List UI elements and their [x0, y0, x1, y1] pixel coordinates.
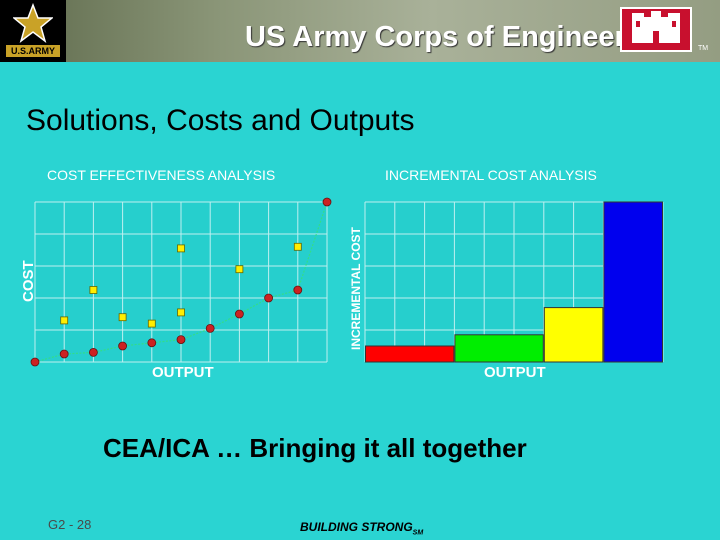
cea-point-inefficient	[177, 244, 185, 253]
cea-grid	[34, 201, 328, 363]
ica-bar	[454, 334, 544, 363]
cea-point-inefficient	[235, 265, 244, 274]
castle-icon	[632, 11, 680, 43]
cea-point-efficient	[205, 323, 215, 333]
cea-point-inefficient	[60, 316, 69, 325]
tagline: CEA/ICA … Bringing it all together	[103, 433, 527, 463]
cea-x-axis-label: OUTPUT	[152, 364, 214, 381]
cea-point-inefficient	[177, 308, 185, 317]
building-strong-footer: BUILDING STRONGSM	[300, 520, 423, 536]
army-logo: U.S.ARMY	[0, 0, 66, 62]
cea-chart-title: COST EFFECTIVENESS ANALYSIS	[47, 167, 276, 183]
ica-chart: INCREMENTAL COST OUTPUT	[349, 201, 664, 381]
slide-number: G2 - 28	[48, 517, 92, 532]
ica-bar	[603, 201, 664, 363]
ica-bar	[365, 345, 455, 363]
cea-point-efficient	[234, 309, 244, 319]
ica-marks	[365, 201, 664, 363]
cea-point-inefficient	[147, 319, 156, 328]
castle-logo	[620, 7, 692, 52]
cea-y-axis-label: COST	[20, 260, 37, 302]
cea-point-efficient	[30, 357, 40, 367]
cea-marks	[30, 197, 332, 367]
cea-point-efficient	[147, 338, 157, 348]
cea-point-efficient	[264, 293, 274, 303]
building-strong-text: BUILDING STRONG	[300, 520, 413, 534]
sm-mark: SM	[412, 529, 424, 537]
ica-chart-title: INCREMENTAL COST ANALYSIS	[385, 167, 597, 183]
cea-point-inefficient	[293, 242, 302, 251]
cea-chart: COST OUTPUT	[20, 197, 332, 381]
cea-point-efficient	[322, 197, 332, 207]
army-badge-text: U.S.ARMY	[6, 45, 60, 57]
ica-bar	[543, 307, 604, 363]
ica-y-axis-label: INCREMENTAL COST	[349, 226, 363, 350]
cea-point-efficient	[293, 285, 303, 295]
cea-point-inefficient	[89, 286, 98, 294]
star-icon	[13, 3, 53, 43]
cea-point-inefficient	[118, 313, 127, 322]
cea-point-efficient	[59, 349, 69, 359]
cea-point-efficient	[176, 335, 186, 345]
header-banner: U.S.ARMY US Army Corps of Engineers TM	[0, 0, 720, 62]
org-title: US Army Corps of Engineers	[245, 21, 642, 53]
slide-title: Solutions, Costs and Outputs	[26, 104, 415, 137]
tm-mark: TM	[698, 45, 709, 52]
cea-point-efficient	[89, 347, 98, 357]
ica-x-axis-label: OUTPUT	[484, 364, 546, 381]
cea-point-efficient	[118, 341, 127, 351]
